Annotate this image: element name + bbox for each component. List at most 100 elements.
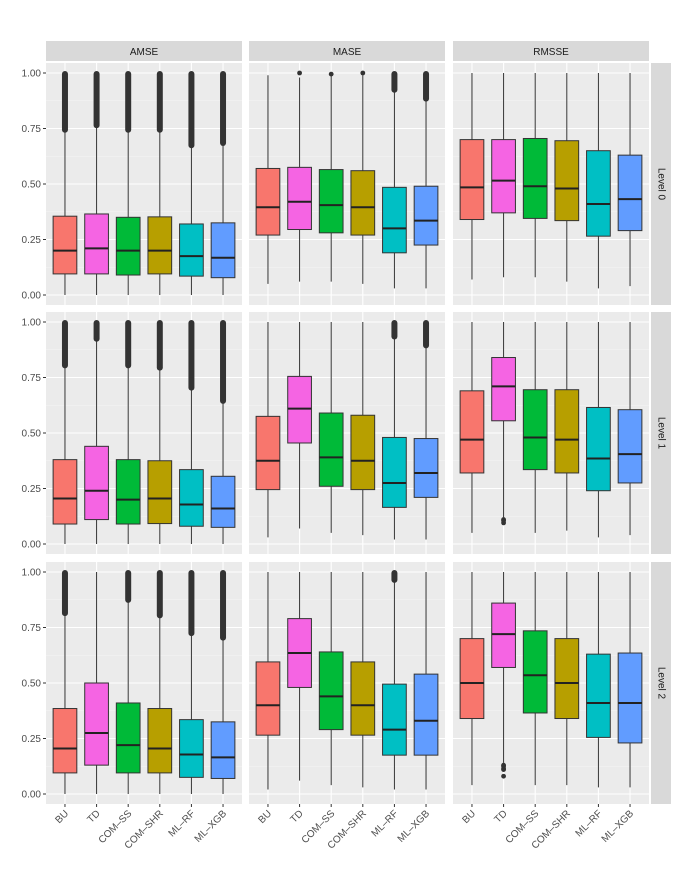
outliers-com-shr xyxy=(156,71,163,133)
x-tick-label: TD xyxy=(492,808,509,825)
box-com-ss xyxy=(115,216,141,276)
box-ml-xgb xyxy=(210,475,236,528)
outliers-com-ss xyxy=(125,320,132,369)
box-bu xyxy=(52,215,78,275)
outlier-point-com-shr xyxy=(360,70,366,76)
x-tick-label: ML–XGB xyxy=(396,808,433,845)
y-tick-label: 0.00 xyxy=(22,291,42,302)
box-com-shr xyxy=(350,414,376,491)
box-com-ss xyxy=(115,459,141,525)
box-td xyxy=(491,602,516,668)
box-td xyxy=(491,357,516,422)
box-ml-rf xyxy=(586,653,611,738)
box-ml-xgb xyxy=(413,438,439,498)
outliers-com-shr xyxy=(156,570,163,619)
facet-strip-label-level-2: Level 2 xyxy=(655,667,666,700)
y-tick-label: 1.00 xyxy=(22,69,42,80)
facet-strip-label-level-1: Level 1 xyxy=(655,417,666,450)
x-tick-label: ML–RF xyxy=(574,808,605,839)
box-com-ss xyxy=(522,389,548,471)
box-com-shr xyxy=(350,170,376,236)
box-td xyxy=(84,445,109,521)
box-bu xyxy=(459,390,485,474)
y-tick-label: 0.50 xyxy=(22,429,42,440)
box-bu xyxy=(255,661,281,736)
outliers-ml-rf xyxy=(188,320,195,391)
y-tick-label: 0.25 xyxy=(22,484,42,495)
box-com-shr xyxy=(554,389,580,474)
y-tick-label: 0.00 xyxy=(22,540,42,551)
outliers-ml-xgb xyxy=(220,320,227,404)
box-com-shr xyxy=(147,460,173,525)
facet-strip-level-2 xyxy=(651,562,671,804)
outliers-bu xyxy=(61,570,68,617)
box-ml-rf xyxy=(586,150,611,237)
y-tick-label: 0.50 xyxy=(22,679,42,690)
y-tick-label: 0.25 xyxy=(22,235,42,246)
box-ml-rf xyxy=(586,406,611,492)
outliers-com-ss xyxy=(125,570,132,603)
x-tick-label: ML–RF xyxy=(167,808,198,839)
box-bu xyxy=(459,638,485,720)
outliers-td xyxy=(93,320,100,342)
box-com-shr xyxy=(147,708,173,774)
box-ml-xgb xyxy=(210,222,236,279)
box-td xyxy=(287,375,312,444)
box-td xyxy=(84,682,109,766)
box-td xyxy=(84,213,109,275)
box-com-ss xyxy=(522,630,548,714)
y-tick-label: 0.25 xyxy=(22,734,42,745)
x-tick-label: BU xyxy=(53,808,71,826)
outliers-bu xyxy=(61,320,68,369)
box-ml-xgb xyxy=(210,721,236,779)
box-ml-xgb xyxy=(617,409,643,484)
x-tick-label: BU xyxy=(460,808,478,826)
box-com-ss xyxy=(318,169,344,234)
outliers-ml-rf xyxy=(391,570,398,583)
box-com-ss xyxy=(522,137,548,219)
box-ml-xgb xyxy=(413,185,439,246)
x-tick-label: ML–RF xyxy=(370,808,401,839)
facet-strip-label-amse: AMSE xyxy=(130,47,159,58)
outliers-ml-xgb xyxy=(423,320,430,349)
box-bu xyxy=(52,459,78,525)
facet-strip-rmsse xyxy=(453,41,649,61)
facet-strip-amse xyxy=(46,41,242,61)
facet-strip-label-mase: MASE xyxy=(333,47,362,58)
box-td xyxy=(287,166,312,231)
facet-strip-label-level-0: Level 0 xyxy=(655,168,666,201)
outliers-com-ss xyxy=(125,71,132,133)
outlier-point-td xyxy=(501,517,506,522)
facet-strip-label-rmsse: RMSSE xyxy=(533,47,569,58)
y-tick-label: 0.75 xyxy=(22,373,42,384)
box-com-shr xyxy=(554,638,580,720)
box-com-ss xyxy=(318,412,344,487)
box-bu xyxy=(255,167,281,236)
x-tick-label: TD xyxy=(288,808,305,825)
box-com-shr xyxy=(350,661,376,736)
box-ml-rf xyxy=(179,223,204,277)
facet-strip-level-0 xyxy=(651,63,671,305)
box-ml-rf xyxy=(179,719,204,778)
outlier-point-com-ss xyxy=(328,71,334,77)
outliers-ml-rf xyxy=(188,570,195,637)
box-ml-xgb xyxy=(617,154,643,232)
x-tick-label: BU xyxy=(256,808,274,826)
box-bu xyxy=(255,415,281,491)
outliers-ml-xgb xyxy=(220,570,227,641)
y-tick-label: 1.00 xyxy=(22,568,42,579)
box-ml-rf xyxy=(382,683,407,756)
y-tick-label: 0.75 xyxy=(22,124,42,135)
x-tick-label: ML–XGB xyxy=(600,808,637,845)
outlier-point-td xyxy=(501,762,506,768)
box-td xyxy=(491,139,516,214)
y-tick-label: 0.50 xyxy=(22,180,42,191)
outliers-td xyxy=(93,71,100,129)
facet-strip-mase xyxy=(249,41,445,61)
outliers-com-shr xyxy=(156,320,163,371)
box-bu xyxy=(52,708,78,774)
box-bu xyxy=(459,139,485,221)
outliers-ml-rf xyxy=(391,320,398,340)
